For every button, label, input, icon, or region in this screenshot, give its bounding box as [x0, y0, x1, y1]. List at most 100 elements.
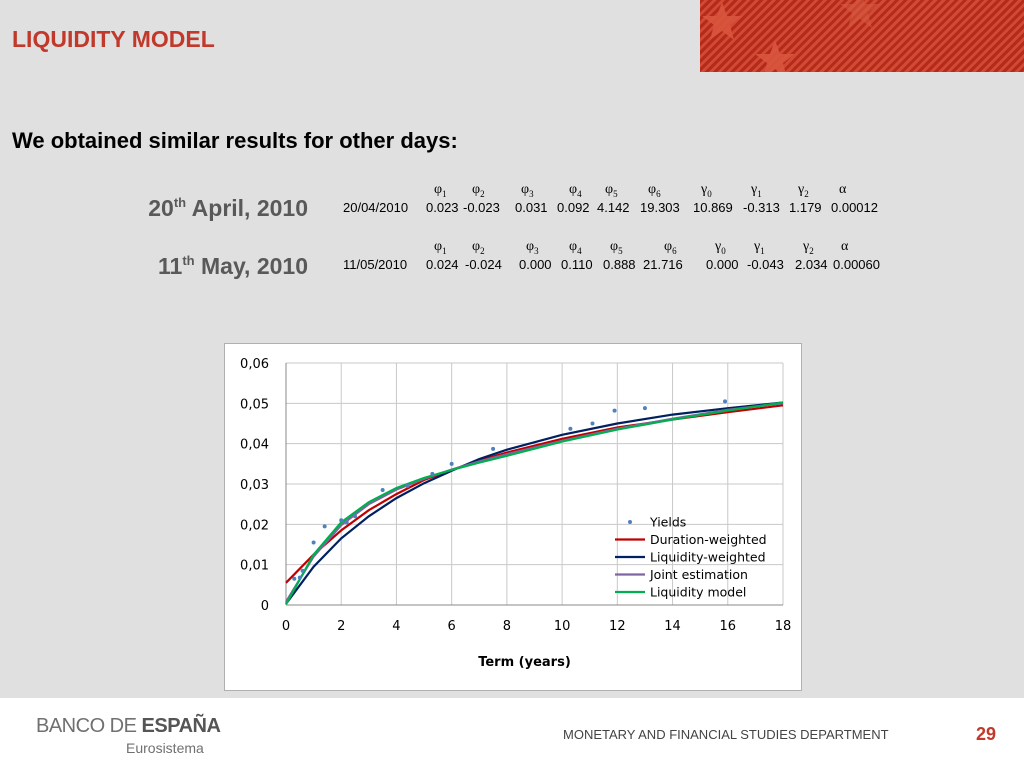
x-tick-label: 2 — [337, 619, 345, 634]
yield-point — [344, 520, 349, 525]
legend-label: Liquidity-weighted — [650, 550, 766, 565]
star-icon — [702, 2, 742, 40]
slide-title: LIQUIDITY MODEL — [12, 26, 215, 52]
yield-point — [292, 576, 297, 581]
y-tick-label: 0,03 — [240, 478, 269, 493]
param-value: 0.110 — [561, 257, 593, 272]
x-tick-label: 18 — [775, 619, 792, 634]
param-header: φ2 — [472, 182, 485, 199]
param-header: φ4 — [569, 239, 582, 256]
legend-label: Duration-weighted — [650, 532, 767, 547]
param-value: 0.000 — [706, 257, 739, 272]
banco-de-espana-logo: BANCO DE ESPAÑA — [36, 715, 221, 737]
param-value: 21.716 — [643, 257, 683, 272]
param-value: -0.023 — [463, 200, 500, 215]
legend-marker — [628, 520, 632, 524]
eurosistema-label: Eurosistema — [126, 740, 204, 756]
param-value: 0.092 — [557, 200, 590, 215]
x-tick-label: 14 — [664, 619, 681, 634]
yield-point — [297, 575, 302, 580]
yield-point — [405, 484, 410, 489]
yield-point — [723, 399, 728, 404]
date-label-may: 11th May, 2010 — [158, 253, 308, 279]
yield-point — [353, 514, 358, 519]
yield-point — [612, 408, 617, 413]
param-value: -0.043 — [747, 257, 784, 272]
yield-point — [590, 421, 595, 426]
yield-point — [568, 426, 573, 431]
param-value: -0.313 — [743, 200, 780, 215]
yield-point — [300, 568, 305, 573]
param-header: φ6 — [648, 182, 661, 199]
y-tick-label: 0,05 — [240, 397, 269, 412]
x-tick-label: 12 — [609, 619, 626, 634]
legend-label: Joint estimation — [649, 567, 748, 582]
param-value: 0.00012 — [831, 200, 878, 215]
param-header: φ5 — [610, 239, 623, 256]
param-header: γ1 — [754, 239, 765, 256]
param-header: φ5 — [605, 182, 618, 199]
x-tick-label: 16 — [720, 619, 737, 634]
y-tick-label: 0,02 — [240, 518, 269, 533]
param-value: 0.000 — [519, 257, 552, 272]
chart-svg: 0 2 4 6 8 10 12 14 16 18 0 0,01 0,02 0,03 0,04 0,05 0,06… — [240, 357, 792, 670]
param-value: 2.034 — [795, 257, 828, 272]
param-header: γ0 — [701, 182, 712, 199]
param-header: φ3 — [526, 239, 539, 256]
param-header: φ1 — [434, 182, 447, 199]
param-header: α — [839, 182, 847, 197]
param-header: φ2 — [472, 239, 485, 256]
param-date: 20/04/2010 — [343, 200, 409, 215]
param-header: φ6 — [664, 239, 677, 256]
y-tick-label: 0,01 — [240, 559, 269, 574]
page-number: 29 — [976, 724, 997, 744]
param-header: γ2 — [803, 239, 814, 256]
yield-point — [449, 461, 454, 466]
y-tick-label: 0 — [261, 599, 269, 614]
yield-point — [430, 471, 435, 476]
param-value: 1.179 — [789, 200, 822, 215]
star-icon — [755, 40, 795, 72]
x-tick-label: 4 — [392, 619, 400, 634]
star-icon — [840, 0, 880, 28]
yield-curve-chart: 0 2 4 6 8 10 12 14 16 18 0 0,01 0,02 0,03 0,04 0,05 0,06… — [224, 343, 802, 691]
legend-label: Yields — [649, 515, 686, 530]
x-axis-title: Term (years) — [478, 655, 571, 670]
param-header: γ0 — [715, 239, 726, 256]
param-value: -0.024 — [465, 257, 502, 272]
param-date: 11/05/2010 — [343, 257, 408, 272]
yield-point — [380, 488, 385, 493]
date-label-april: 20th April, 2010 — [148, 195, 308, 221]
param-header: α — [841, 239, 849, 254]
param-value: 0.888 — [603, 257, 636, 272]
param-header: γ2 — [798, 182, 809, 199]
param-header: φ1 — [434, 239, 447, 256]
yield-point — [642, 406, 647, 411]
yield-point — [491, 446, 496, 451]
legend-label: Liquidity model — [650, 585, 746, 600]
x-tick-label: 10 — [554, 619, 571, 634]
footer: BANCO DE ESPAÑA Eurosistema MONETARY AND… — [0, 698, 1024, 768]
yield-point — [311, 540, 316, 545]
param-value: 0.023 — [426, 200, 459, 215]
param-value: 0.00060 — [833, 257, 880, 272]
param-value: 0.024 — [426, 257, 459, 272]
yield-point — [339, 518, 344, 523]
eu-flag-banner — [700, 0, 1024, 72]
yield-point — [322, 524, 327, 529]
param-value: 19.303 — [640, 200, 680, 215]
y-tick-label: 0,04 — [240, 438, 269, 453]
slide-subtitle: We obtained similar results for other da… — [12, 128, 458, 153]
x-tick-label: 8 — [503, 619, 511, 634]
series-line-liquidity-model — [285, 401, 784, 605]
param-header: φ3 — [521, 182, 534, 199]
x-tick-label: 6 — [448, 619, 456, 634]
department-name: MONETARY AND FINANCIAL STUDIES DEPARTMEN… — [563, 727, 889, 742]
param-header: φ4 — [569, 182, 582, 199]
x-tick-label: 0 — [282, 619, 290, 634]
param-value: 0.031 — [515, 200, 548, 215]
param-value: 4.142 — [597, 200, 630, 215]
param-value: 10.869 — [693, 200, 733, 215]
param-header: γ1 — [751, 182, 762, 199]
y-tick-label: 0,06 — [240, 357, 269, 372]
